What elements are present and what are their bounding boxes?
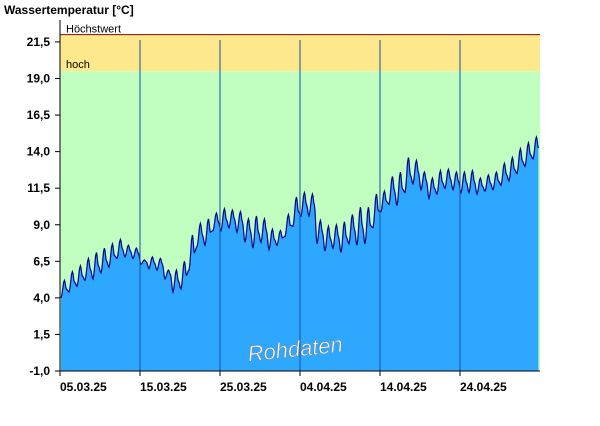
y-axis-ticks: -1,0 1,5 4,0 6,5 9,0 11,5 14,0 16,5 19,0 21,5 — [27, 35, 60, 378]
y-tick-label: 19,0 — [27, 72, 51, 86]
x-tick-label: 15.03.25 — [140, 380, 187, 394]
y-tick-label: 14,0 — [27, 145, 51, 159]
date-marker-lines — [139, 40, 461, 371]
threshold-label: Höchstwert — [66, 24, 121, 36]
x-axis-ticks: 05.03.25 15.03.25 25.03.25 04.04.25 14.04.25… — [59, 371, 507, 394]
chart-title: Wassertemperatur [°C] — [4, 3, 134, 17]
y-tick-label: 11,5 — [27, 181, 50, 195]
x-tick-label: 04.04.25 — [300, 380, 347, 394]
x-tick-label: 24.04.25 — [460, 380, 507, 394]
x-tick-label: 14.04.25 — [380, 380, 427, 394]
y-tick-label: 16,5 — [27, 108, 51, 122]
threshold-lines: Höchstwert — [60, 24, 540, 36]
y-tick-label: 1,5 — [33, 327, 50, 341]
y-tick-label: 21,5 — [27, 35, 51, 49]
x-tick-label: 25.03.25 — [220, 380, 267, 394]
y-tick-label: 9,0 — [33, 218, 50, 232]
band-label-hoch: hoch — [66, 59, 90, 71]
y-tick-label: 4,0 — [33, 291, 50, 305]
y-tick-label: -1,0 — [29, 364, 50, 378]
y-tick-label: 6,5 — [33, 254, 50, 268]
x-tick-label: 05.03.25 — [60, 380, 107, 394]
